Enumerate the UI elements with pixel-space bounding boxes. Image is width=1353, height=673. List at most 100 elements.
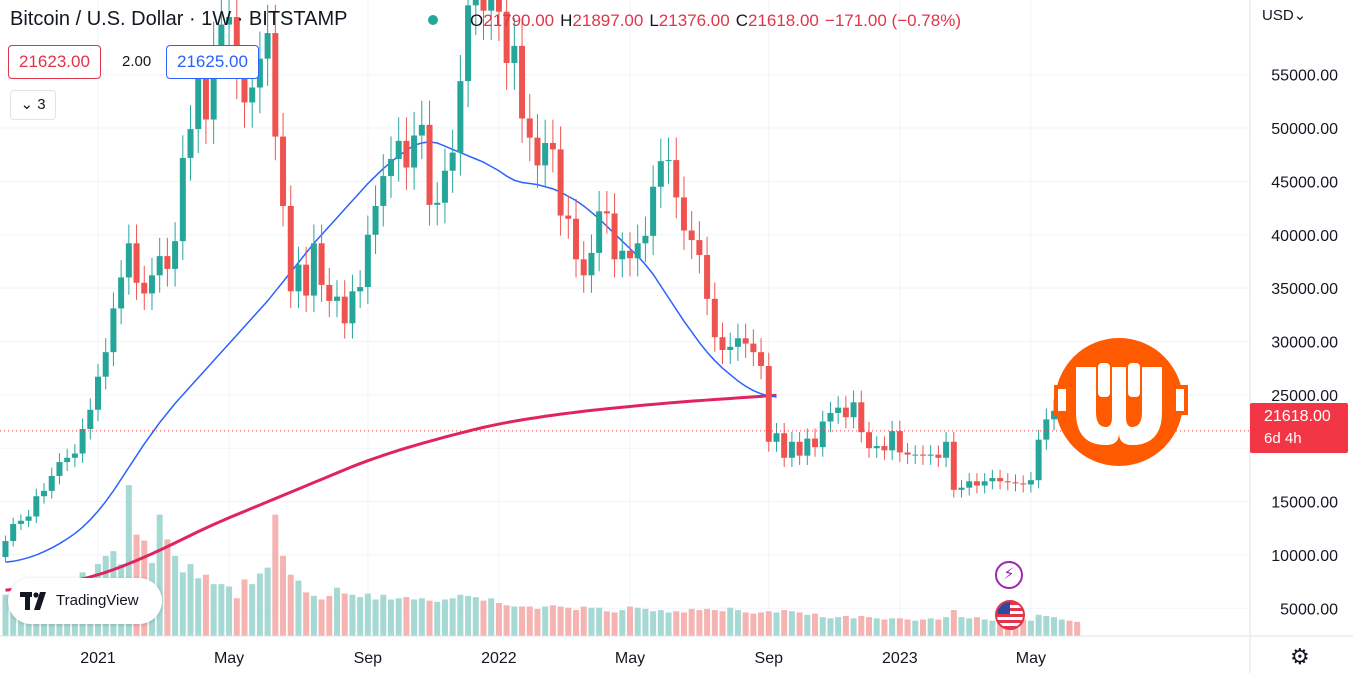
volume-bar (341, 593, 348, 636)
volume-bar (619, 610, 626, 636)
gear-icon[interactable]: ⚙ (1290, 644, 1310, 669)
volume-bar (688, 608, 695, 636)
candle-body (287, 205, 294, 292)
volume-bar (218, 584, 225, 636)
bar-countdown: 6d 4h (1264, 430, 1302, 447)
volume-bar (819, 617, 826, 636)
candle-body (519, 45, 526, 119)
candle-body (742, 338, 749, 344)
ohlc-legend: O21790.00 H21897.00 L21376.00 C21618.00 −171… (470, 11, 961, 31)
ma-slow-line (5, 393, 777, 592)
sell-price-button[interactable]: 21623.00 (8, 45, 101, 79)
indicators-count: 3 (37, 96, 46, 113)
volume-bar (310, 595, 317, 636)
volume-bar (287, 574, 294, 636)
symbol-title[interactable]: Bitcoin / U.S. Dollar · 1W · BITSTAMP (10, 8, 348, 30)
candle-body (364, 234, 371, 288)
candle-body (711, 298, 718, 338)
volume-bar (511, 606, 518, 636)
candle-body (195, 78, 202, 130)
price-tick-label: 35000.00 (1271, 281, 1338, 298)
currency-selector[interactable]: USD⌄ (1262, 6, 1306, 24)
volume-bar (426, 600, 433, 636)
volume-bar (156, 514, 163, 636)
volume-bar (387, 599, 394, 636)
volume-bar (256, 573, 263, 636)
candle-body (549, 142, 556, 150)
time-tick-label: May (214, 650, 244, 667)
price-tick-label: 25000.00 (1271, 388, 1338, 405)
candle-body (927, 454, 934, 456)
candle-body (110, 308, 117, 353)
candle-body (64, 457, 71, 463)
volume-bar (465, 595, 472, 636)
brand-name: TradingView (56, 592, 139, 609)
candle-body (133, 243, 140, 283)
candle-body (596, 211, 603, 253)
volume-bar (781, 610, 788, 636)
candle-body (758, 352, 765, 367)
volume-bar (881, 619, 888, 636)
candle-body (87, 409, 94, 429)
candle-body (434, 202, 441, 205)
price-tick-label: 40000.00 (1271, 228, 1338, 245)
candle-body (950, 441, 957, 490)
volume-bar (1027, 620, 1034, 636)
buy-price-button[interactable]: 21625.00 (166, 45, 259, 79)
candle-body (511, 45, 518, 63)
price-axis[interactable]: 5000.00 10000.00 15000.00 25000.00 30000.00 3… (1249, 0, 1338, 673)
volume-bar (943, 617, 950, 636)
candle-body (1012, 482, 1019, 484)
volume-bar (966, 618, 973, 636)
candle-body (172, 241, 179, 269)
brand-logo-icon (1054, 337, 1189, 472)
us-flag-icon[interactable] (995, 600, 1025, 630)
candle-body (426, 124, 433, 205)
tradingview-logo[interactable]: TradingView (8, 578, 162, 624)
candle-body (148, 275, 155, 294)
indicators-toggle-button[interactable]: ⌄ 3 (10, 90, 56, 120)
candle-body (488, 0, 495, 11)
volume-bar (588, 607, 595, 636)
candle-body (25, 516, 32, 521)
volume-bar (457, 594, 464, 636)
volume-bar (711, 610, 718, 636)
candle-body (642, 235, 649, 244)
volume-bar (403, 597, 410, 636)
volume-bar (357, 597, 364, 636)
volume-bar (896, 618, 903, 636)
candle-body (102, 352, 109, 377)
candle-body (889, 431, 896, 451)
candle-body (395, 140, 402, 159)
candlesticks (0, 0, 1250, 562)
candle-body (326, 284, 333, 301)
candle-body (704, 255, 711, 299)
candle-body (95, 376, 101, 410)
candle-body (210, 49, 217, 120)
candle-body (657, 161, 664, 187)
lightning-icon[interactable]: ⚡ (995, 561, 1023, 589)
candle-body (827, 412, 834, 422)
volume-bar (557, 606, 564, 636)
candle-body (788, 441, 795, 458)
candle-body (557, 149, 564, 216)
candle-body (249, 87, 256, 103)
candle-body (719, 337, 726, 351)
time-tick-label: Sep (354, 650, 383, 667)
volume-bar (503, 605, 510, 636)
time-axis[interactable]: 2021 May Sep 2022 May Sep 2023 May (0, 635, 1353, 667)
price-tick-label: 30000.00 (1271, 334, 1338, 351)
volume-bar (642, 608, 649, 636)
time-tick-label: May (615, 650, 645, 667)
volume-bar (480, 600, 487, 636)
candle-body (141, 282, 148, 294)
candle-body (303, 264, 310, 296)
candle-body (688, 230, 695, 241)
volume-bar (858, 615, 865, 636)
candle-body (734, 338, 741, 347)
candle-body (565, 215, 572, 219)
volume-bar (680, 612, 687, 636)
volume-bar (812, 613, 819, 636)
volume-bar (796, 612, 803, 636)
volume-bar (773, 612, 780, 636)
